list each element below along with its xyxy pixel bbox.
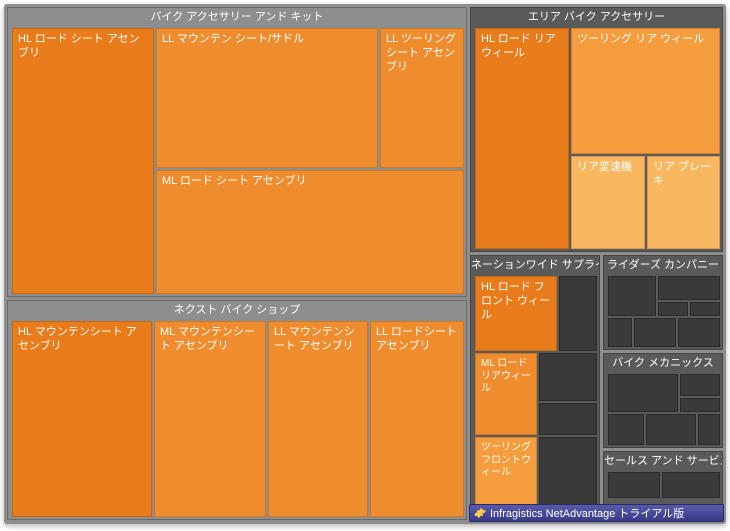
tile-blank[interactable]: [646, 414, 696, 445]
tile-blank[interactable]: [658, 302, 688, 316]
tile-touring-rear-wheel[interactable]: ツーリング リア ウィール: [571, 28, 720, 154]
tile-ll-road-seat-asm[interactable]: LL ロードシート アセンブリ: [370, 321, 464, 517]
tile-blank[interactable]: [690, 302, 720, 316]
group-area-bike-accessory: エリア バイク アクセサリー HL ロード リア ウィール ツーリング リア ウ…: [470, 7, 723, 252]
tile-blank[interactable]: [698, 414, 720, 445]
group-bike-mechanics: バイク メカニックス: [603, 353, 723, 448]
gear-icon: [474, 507, 486, 519]
treemap-root: バイク アクセサリー アンド キット HL ロード シート アセンブリ LL マ…: [4, 4, 726, 524]
group-next-bike-shop: ネクスト バイク ショップ HL マウンテンシート アセンブリ ML マウンテン…: [7, 300, 467, 520]
tile-ll-mountain-seat-asm[interactable]: LL マウンテンシート アセンブリ: [268, 321, 368, 517]
tile-ml-road-seat[interactable]: ML ロード シート アセンブリ: [156, 170, 464, 294]
group-header: ネーションワイド サプライ: [471, 256, 599, 274]
group-nationwide-supply: ネーションワイド サプライ HL ロード フロント ウィール ML ロード リア…: [470, 255, 600, 520]
trial-status-bar: Infragistics NetAdvantage トライアル版: [469, 504, 724, 522]
group-header: セールス アンド サービス: [604, 452, 722, 470]
group-bike-accessory-kit: バイク アクセサリー アンド キット HL ロード シート アセンブリ LL マ…: [7, 7, 467, 297]
tile-rear-derailleur[interactable]: リア変速機: [571, 156, 645, 249]
group-header: バイク メカニックス: [604, 354, 722, 372]
tile-blank[interactable]: [680, 398, 720, 412]
tile-ll-touring-seat[interactable]: LL ツーリング シート アセンブリ: [380, 28, 464, 168]
group-header: ネクスト バイク ショップ: [8, 301, 466, 319]
tile-hl-mountain-seat-asm[interactable]: HL マウンテンシート アセンブリ: [12, 321, 152, 517]
group-header: ライダーズ カンパニー: [604, 256, 722, 274]
tile-blank[interactable]: [539, 403, 597, 435]
group-riders-company: ライダーズ カンパニー: [603, 255, 723, 350]
tile-blank[interactable]: [608, 318, 632, 347]
group-header: バイク アクセサリー アンド キット: [8, 8, 466, 26]
tile-blank[interactable]: [678, 318, 720, 347]
tile-rear-brake[interactable]: リア ブレーキ: [647, 156, 720, 249]
tile-hl-road-front-wheel[interactable]: HL ロード フロント ウィール: [475, 276, 557, 351]
status-text: Infragistics NetAdvantage トライアル版: [490, 505, 684, 521]
group-header: エリア バイク アクセサリー: [471, 8, 722, 26]
tile-blank[interactable]: [658, 276, 720, 300]
tile-blank[interactable]: [539, 353, 597, 401]
tile-ml-mountain-seat-asm[interactable]: ML マウンテンシート アセンブリ: [154, 321, 266, 517]
tile-blank[interactable]: [634, 318, 676, 347]
tile-blank[interactable]: [662, 472, 720, 498]
tile-ml-road-rear-wheel[interactable]: ML ロード リアウィール: [475, 353, 537, 435]
tile-blank[interactable]: [608, 414, 644, 445]
tile-blank[interactable]: [680, 374, 720, 396]
tile-hl-road-rear-wheel[interactable]: HL ロード リア ウィール: [475, 28, 569, 249]
tile-blank[interactable]: [608, 276, 656, 316]
tile-ll-mountain-seat[interactable]: LL マウンテン シート/サドル: [156, 28, 378, 168]
tile-blank[interactable]: [608, 472, 660, 498]
tile-blank[interactable]: [559, 276, 597, 351]
tile-blank[interactable]: [608, 374, 678, 412]
tile-hl-road-seat[interactable]: HL ロード シート アセンブリ: [12, 28, 154, 294]
